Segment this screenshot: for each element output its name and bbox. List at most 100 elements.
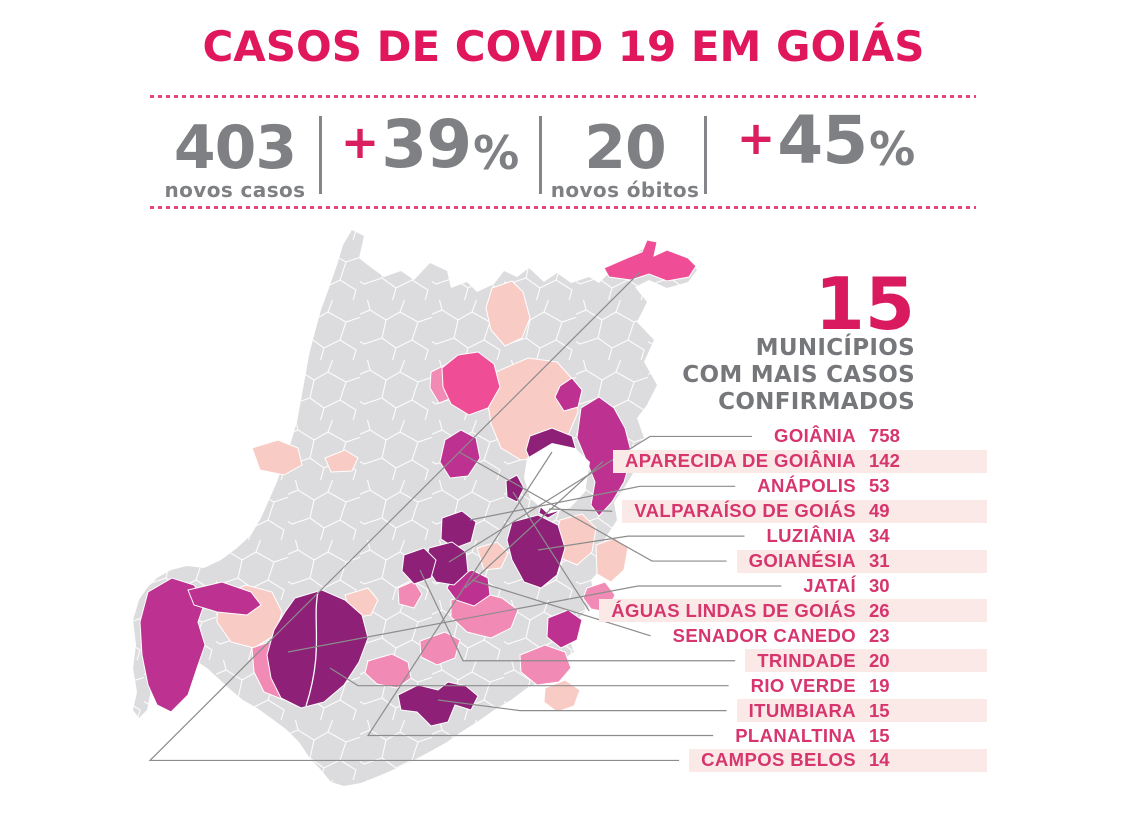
ranking-row-band: APARECIDA DE GOIÂNIA 142 bbox=[612, 449, 987, 473]
stat-new-cases: 403 novos casos bbox=[150, 118, 320, 202]
municipality-name: ÁGUAS LINDAS DE GOIÁS bbox=[611, 599, 856, 621]
municipality-name: RIO VERDE bbox=[750, 674, 856, 696]
stat-divider-1 bbox=[319, 116, 322, 194]
leader-line bbox=[419, 569, 736, 662]
ranking-row: PLANALTINA 15 bbox=[440, 723, 987, 748]
ranking-row-band: SENADOR CANEDO 23 bbox=[661, 624, 987, 647]
municipality-case-count: 142 bbox=[869, 450, 900, 472]
ranking-row: LUZIÂNIA 34 bbox=[440, 524, 987, 549]
municipality-case-count: 15 bbox=[869, 699, 890, 721]
stat-cases-growth-value: 39 bbox=[381, 106, 472, 183]
municipality-name: TRINDADE bbox=[757, 649, 856, 671]
leader-line bbox=[458, 451, 727, 562]
municipality-name: CAMPOS BELOS bbox=[701, 749, 856, 771]
ranking-row-band: ANÁPOLIS 53 bbox=[745, 475, 987, 498]
map-region-itumbiara bbox=[397, 681, 479, 727]
dashed-divider-bottom bbox=[150, 206, 976, 209]
ranking-row-band: GOIANÉSIA 31 bbox=[736, 549, 987, 573]
ranking-row-band: ITUMBIARA 15 bbox=[736, 699, 987, 723]
municipality-case-count: 30 bbox=[869, 574, 890, 596]
map-regions-level3 bbox=[441, 239, 697, 416]
ranking-row-band: LUZIÂNIA 34 bbox=[754, 525, 987, 548]
stat-new-cases-value: 403 bbox=[173, 113, 297, 183]
ranking-row: VALPARAÍSO DE GOIÁS 49 bbox=[440, 499, 987, 524]
municipality-case-count: 20 bbox=[869, 649, 890, 671]
ranking-row-band: JATAÍ 30 bbox=[791, 574, 987, 597]
leader-line bbox=[448, 435, 753, 563]
plus-icon: + bbox=[340, 115, 380, 169]
stat-divider-2 bbox=[539, 116, 542, 194]
ranking-row: ANÁPOLIS 53 bbox=[440, 474, 987, 499]
ranking-row: JATAÍ 30 bbox=[440, 574, 987, 599]
leader-line bbox=[329, 667, 729, 687]
leader-line bbox=[471, 579, 651, 637]
municipality-name: ITUMBIARA bbox=[748, 699, 856, 721]
stat-new-deaths: 20 novos óbitos bbox=[545, 118, 705, 202]
ranking-row-band: GOIÂNIA 758 bbox=[762, 425, 987, 448]
municipality-name: VALPARAÍSO DE GOIÁS bbox=[634, 500, 856, 522]
map-regions-level1 bbox=[216, 280, 629, 713]
percent-sign: % bbox=[473, 126, 520, 180]
municipality-name: APARECIDA DE GOIÂNIA bbox=[624, 450, 856, 472]
map-region-campos-belos bbox=[603, 239, 697, 282]
ranking-row: ITUMBIARA 15 bbox=[440, 698, 987, 723]
ranking-row-band: CAMPOS BELOS 14 bbox=[689, 748, 987, 772]
stat-new-cases-label: novos casos bbox=[164, 178, 306, 202]
percent-sign: % bbox=[869, 122, 916, 176]
leader-lines bbox=[148, 271, 782, 762]
municipality-case-count: 15 bbox=[869, 724, 890, 746]
leader-line bbox=[148, 271, 680, 762]
stat-deaths-growth-value: 45 bbox=[777, 102, 868, 179]
municipality-case-count: 23 bbox=[869, 624, 890, 646]
page-title: CASOS DE COVID 19 EM GOIÁS bbox=[202, 22, 925, 71]
municipality-name: SENADOR CANEDO bbox=[672, 624, 856, 646]
stat-cases-growth: + 39 % bbox=[330, 112, 530, 178]
leader-line bbox=[537, 535, 745, 551]
municipality-case-count: 49 bbox=[869, 500, 890, 522]
map-region-trindade bbox=[401, 547, 437, 585]
ranking-row: ÁGUAS LINDAS DE GOIÁS 26 bbox=[440, 598, 987, 623]
municipality-name: PLANALTINA bbox=[735, 724, 856, 746]
heading-line-1: MUNICÍPIOS bbox=[755, 335, 915, 362]
municipality-name: GOIÂNIA bbox=[774, 425, 856, 447]
top-municipalities-count: 15 bbox=[814, 262, 915, 346]
municipality-case-count: 26 bbox=[869, 599, 890, 621]
map-region-anapolis bbox=[440, 510, 477, 549]
municipality-name: JATAÍ bbox=[803, 574, 856, 596]
municipality-case-count: 19 bbox=[869, 674, 890, 696]
municipality-case-count: 34 bbox=[869, 525, 890, 547]
heading-line-2: COM MAIS CASOS bbox=[682, 362, 915, 389]
leader-line bbox=[512, 491, 590, 612]
map-region-luziania bbox=[506, 514, 566, 589]
ranking-row-band: TRINDADE 20 bbox=[745, 649, 987, 673]
municipality-case-count: 758 bbox=[869, 425, 900, 447]
stat-new-deaths-label: novos óbitos bbox=[550, 178, 700, 202]
leader-line bbox=[287, 585, 782, 653]
ranking-row: APARECIDA DE GOIÂNIA 142 bbox=[440, 449, 987, 474]
top-municipalities-heading: 15 MUNICÍPIOS COM MAIS CASOS CONFIRMADOS bbox=[682, 262, 915, 417]
ranking-row: RIO VERDE 19 bbox=[440, 673, 987, 698]
municipality-case-count: 31 bbox=[869, 550, 890, 572]
municipality-name: ANÁPOLIS bbox=[757, 475, 856, 497]
ranking-row: SENADOR CANEDO 23 bbox=[440, 623, 987, 648]
municipality-name: GOIANÉSIA bbox=[748, 550, 856, 572]
plus-icon: + bbox=[736, 111, 776, 165]
municipality-name: LUZIÂNIA bbox=[766, 525, 856, 547]
leader-line bbox=[469, 485, 736, 521]
jatai-rio-verde-internal-border bbox=[305, 591, 319, 707]
ranking-row-band: PLANALTINA 15 bbox=[723, 724, 987, 747]
dashed-divider-top bbox=[150, 95, 976, 98]
ranking-row: GOIANÉSIA 31 bbox=[440, 549, 987, 574]
ranking-row-band: ÁGUAS LINDAS DE GOIÁS 26 bbox=[599, 599, 987, 623]
ranking-row-band: RIO VERDE 19 bbox=[739, 674, 987, 697]
stat-deaths-growth: + 45 % bbox=[716, 108, 936, 174]
stat-new-deaths-value: 20 bbox=[584, 113, 667, 183]
ranking-row: GOIÂNIA 758 bbox=[440, 424, 987, 449]
ranking-list: GOIÂNIA 758 APARECIDA DE GOIÂNIA 142 ANÁ… bbox=[440, 424, 987, 773]
municipality-case-count: 53 bbox=[869, 475, 890, 497]
ranking-row: TRINDADE 20 bbox=[440, 648, 987, 673]
distrito-federal-cutout bbox=[524, 443, 590, 514]
heading-line-3: CONFIRMADOS bbox=[718, 389, 915, 416]
